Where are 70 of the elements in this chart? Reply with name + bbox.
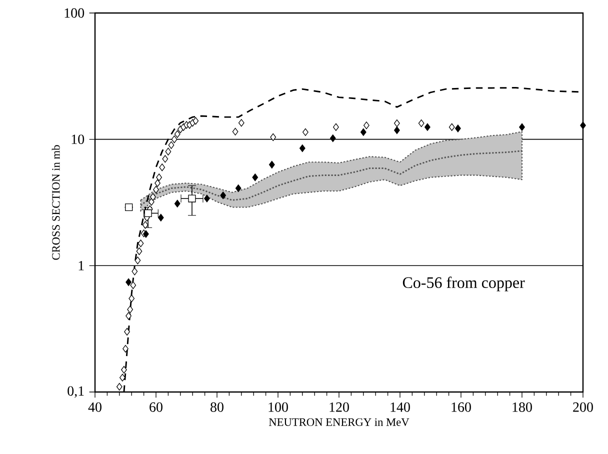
point — [124, 328, 130, 336]
point — [204, 194, 210, 202]
point — [171, 136, 178, 144]
point — [132, 268, 138, 276]
point — [519, 123, 525, 131]
point — [238, 119, 244, 127]
point — [448, 123, 455, 131]
point — [127, 306, 134, 314]
point — [159, 164, 166, 172]
x-tick-label: 40 — [88, 402, 102, 412]
point — [174, 200, 180, 208]
point — [252, 174, 258, 182]
point — [302, 128, 308, 136]
point — [125, 203, 133, 212]
point — [158, 214, 164, 222]
x-tick-label: 100 — [268, 402, 288, 412]
point — [138, 240, 144, 248]
point — [188, 194, 196, 202]
point — [126, 278, 132, 286]
x-tick-label: 180 — [512, 402, 532, 412]
point — [121, 366, 127, 374]
point — [394, 119, 400, 128]
point — [299, 144, 306, 152]
x-tick-label: 120 — [330, 402, 349, 412]
point — [126, 312, 132, 320]
y-tick-label: 0,1 — [68, 386, 84, 398]
point — [418, 119, 424, 128]
point — [150, 193, 156, 201]
point — [148, 198, 154, 206]
point — [364, 122, 370, 130]
point — [455, 124, 461, 132]
y-tick-label: 100 — [64, 8, 84, 18]
annotation: Co-56 from copper — [402, 276, 525, 292]
y-tick-label: 1 — [78, 261, 84, 270]
x-tick-label: 80 — [210, 402, 224, 412]
point — [142, 221, 148, 229]
point — [130, 281, 136, 290]
y-axis-title: CROSS SECTION in mb — [52, 145, 60, 260]
point — [120, 374, 126, 382]
point — [333, 123, 339, 131]
point — [153, 186, 159, 194]
point — [116, 382, 122, 391]
point — [174, 130, 180, 138]
point — [192, 117, 199, 125]
point — [394, 126, 400, 134]
point — [143, 230, 149, 238]
point — [235, 184, 242, 192]
point — [424, 123, 430, 131]
point — [128, 294, 135, 302]
point — [154, 179, 160, 187]
point — [268, 160, 275, 168]
x-tick-label: 60 — [150, 402, 162, 412]
point — [136, 247, 142, 256]
point — [232, 128, 238, 136]
point — [360, 128, 366, 136]
point — [330, 134, 336, 142]
x-tick-label: 200 — [573, 402, 593, 412]
x-axis-title: NEUTRON ENERGY in MeV — [268, 418, 410, 426]
point — [270, 133, 276, 141]
x-tick-label: 160 — [452, 402, 471, 412]
point — [162, 155, 168, 163]
point — [122, 344, 128, 353]
point — [580, 122, 586, 130]
point — [220, 192, 226, 200]
point — [165, 148, 172, 156]
y-tick-label: 10 — [72, 134, 84, 144]
x-tick-label: 140 — [390, 402, 410, 412]
point — [168, 141, 174, 149]
point — [156, 174, 162, 182]
point — [134, 256, 141, 264]
